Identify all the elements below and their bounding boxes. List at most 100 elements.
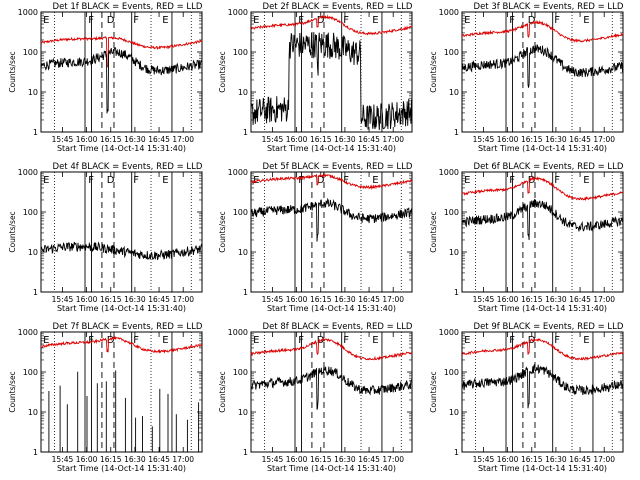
- region-label: F: [133, 15, 139, 26]
- y-tick-label: 1: [243, 128, 248, 137]
- y-tick-label: 1: [454, 288, 459, 297]
- y-tick-label: 1: [33, 128, 38, 137]
- plot-frame: [461, 331, 624, 453]
- events-series-line: [40, 370, 200, 452]
- x-tick-label: 16:30: [545, 455, 567, 464]
- plot-title: Det 4f BLACK = Events, RED = LLD: [53, 162, 203, 172]
- y-tick-label: 1000: [439, 168, 459, 177]
- plot-panel-5: Det 5f BLACK = Events, RED = LLD Counts/s…: [218, 162, 413, 313]
- region-label: E: [464, 15, 470, 26]
- region-label: F: [343, 175, 349, 186]
- region-label: D: [107, 335, 115, 346]
- y-tick-label: 100: [23, 48, 38, 57]
- region-label: F: [554, 15, 560, 26]
- region-label: D: [317, 15, 325, 26]
- plot-title: Det 5f BLACK = Events, RED = LLD: [263, 162, 413, 172]
- plot-title: Det 3f BLACK = Events, RED = LLD: [474, 2, 624, 12]
- x-tick-label: 17:00: [593, 295, 615, 304]
- plot-panel-7: Det 7f BLACK = Events, RED = LLD Counts/s…: [8, 322, 203, 473]
- x-tick-label: 16:00: [76, 135, 98, 144]
- region-label: F: [509, 335, 515, 346]
- plot-title: Det 6f BLACK = Events, RED = LLD: [474, 162, 624, 172]
- y-tick-label: 10: [238, 408, 248, 417]
- lld-series-line: [462, 20, 624, 43]
- lld-series-line: [40, 35, 203, 69]
- x-tick-label: 16:45: [569, 135, 591, 144]
- x-tick-label: 17:00: [172, 295, 194, 304]
- y-tick-label: 100: [233, 48, 248, 57]
- y-tick-label: 1000: [439, 328, 459, 337]
- x-tick-label: 16:15: [100, 295, 122, 304]
- y-tick-label: 10: [238, 88, 248, 97]
- y-tick-label: 10: [449, 408, 459, 417]
- y-tick-label: 100: [23, 368, 38, 377]
- y-axis-label: Counts/sec: [8, 51, 17, 92]
- y-axis-label: Counts/sec: [8, 211, 17, 252]
- region-label: E: [372, 175, 378, 186]
- x-tick-label: 16:45: [569, 455, 591, 464]
- region-label: F: [298, 175, 304, 186]
- y-tick-label: 1000: [228, 8, 248, 17]
- y-tick-label: 1: [243, 448, 248, 457]
- events-series-line: [250, 32, 413, 131]
- region-label: D: [107, 15, 115, 26]
- events-series-line: [461, 199, 624, 241]
- plot-panel-8: Det 8f BLACK = Events, RED = LLD Counts/s…: [218, 322, 413, 473]
- y-tick-label: 10: [449, 248, 459, 257]
- plot-panel-3: Det 3f BLACK = Events, RED = LLD Counts/s…: [429, 2, 624, 153]
- x-tick-label: 16:45: [148, 135, 170, 144]
- region-label: E: [253, 15, 259, 26]
- x-tick-label: 16:45: [148, 295, 170, 304]
- plot-title: Det 1f BLACK = Events, RED = LLD: [53, 2, 203, 12]
- plot-title: Det 7f BLACK = Events, RED = LLD: [53, 322, 203, 332]
- plot-panel-6: Det 6f BLACK = Events, RED = LLD Counts/s…: [429, 162, 624, 313]
- y-tick-label: 10: [449, 88, 459, 97]
- y-axis-label: Counts/sec: [429, 371, 438, 412]
- y-axis-label: Counts/sec: [218, 371, 227, 412]
- y-tick-label: 100: [444, 208, 459, 217]
- region-label: D: [528, 175, 536, 186]
- plot-panel-9: Det 9f BLACK = Events, RED = LLD Counts/s…: [429, 322, 624, 473]
- region-label: E: [464, 175, 470, 186]
- region-label: E: [583, 335, 589, 346]
- x-tick-label: 16:00: [76, 455, 98, 464]
- x-tick-label: 17:00: [593, 455, 615, 464]
- y-tick-label: 1000: [228, 328, 248, 337]
- y-tick-label: 1000: [18, 8, 38, 17]
- y-tick-label: 1000: [18, 168, 38, 177]
- events-series-line: [461, 44, 624, 88]
- plot-frame: [40, 171, 203, 293]
- x-tick-label: 16:15: [521, 455, 543, 464]
- region-label: E: [372, 335, 378, 346]
- events-series-line: [40, 241, 203, 261]
- region-label: D: [528, 15, 536, 26]
- region-label: E: [162, 15, 168, 26]
- plot-frame: [250, 331, 413, 453]
- x-tick-label: 16:00: [497, 135, 519, 144]
- region-label: F: [509, 175, 515, 186]
- x-tick-label: 17:00: [382, 295, 404, 304]
- plot-title: Det 8f BLACK = Events, RED = LLD: [263, 322, 413, 332]
- x-tick-label: 16:30: [124, 295, 146, 304]
- plot-frame: [250, 171, 413, 293]
- y-tick-label: 100: [444, 48, 459, 57]
- region-label: F: [88, 15, 94, 26]
- region-label: E: [253, 175, 259, 186]
- x-axis-label: Start Time (14-Oct-14 15:31:40): [478, 464, 607, 473]
- x-tick-label: 16:30: [334, 455, 356, 464]
- x-tick-label: 15:45: [473, 135, 495, 144]
- region-label: F: [133, 335, 139, 346]
- x-tick-label: 16:15: [521, 295, 543, 304]
- lld-series-line: [250, 338, 413, 361]
- y-tick-label: 100: [23, 208, 38, 217]
- x-tick-label: 15:45: [52, 295, 74, 304]
- lld-series-line: [461, 338, 624, 361]
- x-tick-label: 16:45: [569, 295, 591, 304]
- x-tick-label: 16:00: [286, 135, 308, 144]
- x-axis-label: Start Time (14-Oct-14 15:31:40): [267, 464, 396, 473]
- x-tick-label: 17:00: [382, 135, 404, 144]
- y-axis-label: Counts/sec: [218, 211, 227, 252]
- region-label: E: [43, 15, 49, 26]
- y-axis-label: Counts/sec: [429, 51, 438, 92]
